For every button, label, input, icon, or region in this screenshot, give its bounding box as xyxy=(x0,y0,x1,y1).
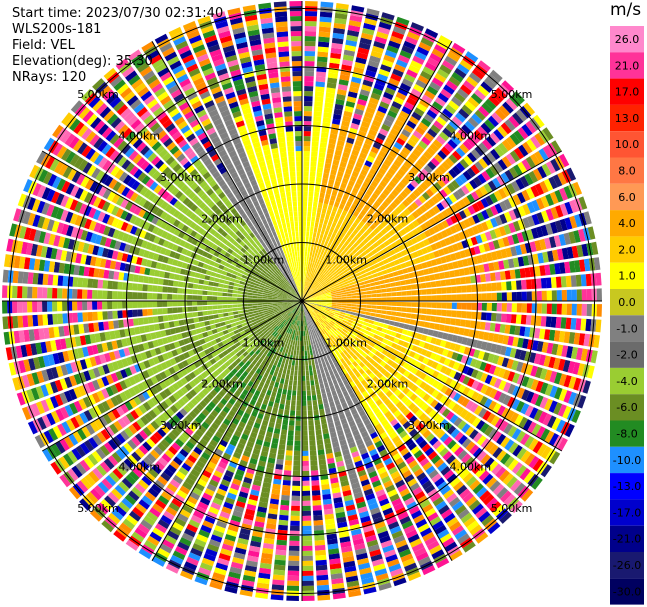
colorbar-tick-label: 26.0 xyxy=(615,33,640,46)
colorbar-tick-label: 8.0 xyxy=(618,165,636,178)
colorbar-tick-label: -26.0 xyxy=(613,559,641,572)
colorbar-swatch xyxy=(610,289,644,316)
colorbar-tick-label: 0.0 xyxy=(618,296,636,309)
instrument-label: WLS200s-181 xyxy=(12,22,102,37)
colorbar-swatch xyxy=(610,131,644,158)
colorbar-swatch xyxy=(610,578,644,605)
colorbar-tick-label: 2.0 xyxy=(618,243,636,256)
colorbar-tick-label: 10.0 xyxy=(615,138,640,151)
colorbar-swatch xyxy=(610,26,644,53)
ring-label-r4: 4.00km xyxy=(119,461,161,474)
ring-label-r5: 5.00km xyxy=(491,88,533,101)
colorbar-swatch xyxy=(610,104,644,132)
colorbar-swatch xyxy=(610,52,644,79)
colorbar-swatch xyxy=(610,552,644,579)
colorbar-swatch xyxy=(610,446,644,474)
colorbar-swatch xyxy=(610,262,644,289)
ring-label-r2: 2.00km xyxy=(367,378,409,391)
colorbar-tick-label: 17.0 xyxy=(615,86,640,99)
ring-label-r5: 5.00km xyxy=(77,88,119,101)
ring-label-r2: 2.00km xyxy=(201,212,243,225)
colorbar-tick-label: -2.0 xyxy=(616,349,637,362)
range-rings xyxy=(2,1,602,601)
colorbar-swatch xyxy=(610,210,644,237)
colorbar: 26.0 21.0 17.0 13.0 10.0 8.0 6.0 4.0 2.0 1.0 0.0 -1… xyxy=(610,26,644,605)
colorbar-tick-label: 13.0 xyxy=(615,112,640,125)
ring-label-r1: 1.00km xyxy=(243,336,285,349)
elevation-label: Elevation(deg): 35.30 xyxy=(12,54,153,69)
ring-label-r4: 4.00km xyxy=(119,130,161,143)
colorbar-tick-label: 4.0 xyxy=(618,217,636,230)
ring-label-r3: 3.00km xyxy=(408,171,450,184)
nrays-label: NRays: 120 xyxy=(12,70,87,85)
ring-label-r4: 4.00km xyxy=(450,130,492,143)
colorbar-swatch xyxy=(610,525,644,552)
colorbar-tick-label: -13.0 xyxy=(613,480,641,493)
colorbar-swatch xyxy=(610,473,644,500)
colorbar-tick-label: 6.0 xyxy=(618,191,636,204)
colorbar-tick-label: 21.0 xyxy=(615,59,640,72)
colorbar-tick-label: -4.0 xyxy=(616,375,637,388)
colorbar-swatch xyxy=(610,78,644,105)
colorbar-tick-label: 1.0 xyxy=(618,270,636,283)
colorbar-tick-label: -30.0 xyxy=(613,585,641,598)
colorbar-swatch xyxy=(610,315,644,342)
field-label: Field: VEL xyxy=(12,38,75,53)
ring-label-r5: 5.00km xyxy=(77,502,119,515)
ring-label-r2: 2.00km xyxy=(367,212,409,225)
ring-label-r3: 3.00km xyxy=(160,171,202,184)
ring-label-r2: 2.00km xyxy=(201,378,243,391)
ring-label-r4: 4.00km xyxy=(450,461,492,474)
colorbar-tick-label: -1.0 xyxy=(616,322,637,335)
start-time-label: Start time: 2023/07/30 02:31:40 xyxy=(12,6,224,21)
colorbar-tick-label: -10.0 xyxy=(613,454,641,467)
colorbar-swatch xyxy=(610,341,644,368)
ring-label-r3: 3.00km xyxy=(160,419,202,432)
ring-label-r5: 5.00km xyxy=(491,502,533,515)
ring-label-r1: 1.00km xyxy=(325,336,367,349)
colorbar-swatch xyxy=(610,157,644,184)
ring-label-r3: 3.00km xyxy=(408,419,450,432)
colorbar-tick-label: -21.0 xyxy=(613,533,641,546)
ppi-gates xyxy=(2,1,602,601)
colorbar-tick-label: -8.0 xyxy=(616,428,637,441)
colorbar-tick-label: -17.0 xyxy=(613,506,641,519)
colorbar-swatch xyxy=(610,499,644,526)
colorbar-swatch xyxy=(610,236,644,263)
colorbar-swatch xyxy=(610,183,644,211)
colorbar-swatch xyxy=(610,394,644,421)
ring-label-r1: 1.00km xyxy=(325,254,367,267)
colorbar-tick-label: -6.0 xyxy=(616,401,637,414)
ring-label-r1: 1.00km xyxy=(243,254,285,267)
colorbar-swatch xyxy=(610,367,644,395)
colorbar-unit: m/s xyxy=(610,0,642,20)
colorbar-swatch xyxy=(610,420,644,447)
